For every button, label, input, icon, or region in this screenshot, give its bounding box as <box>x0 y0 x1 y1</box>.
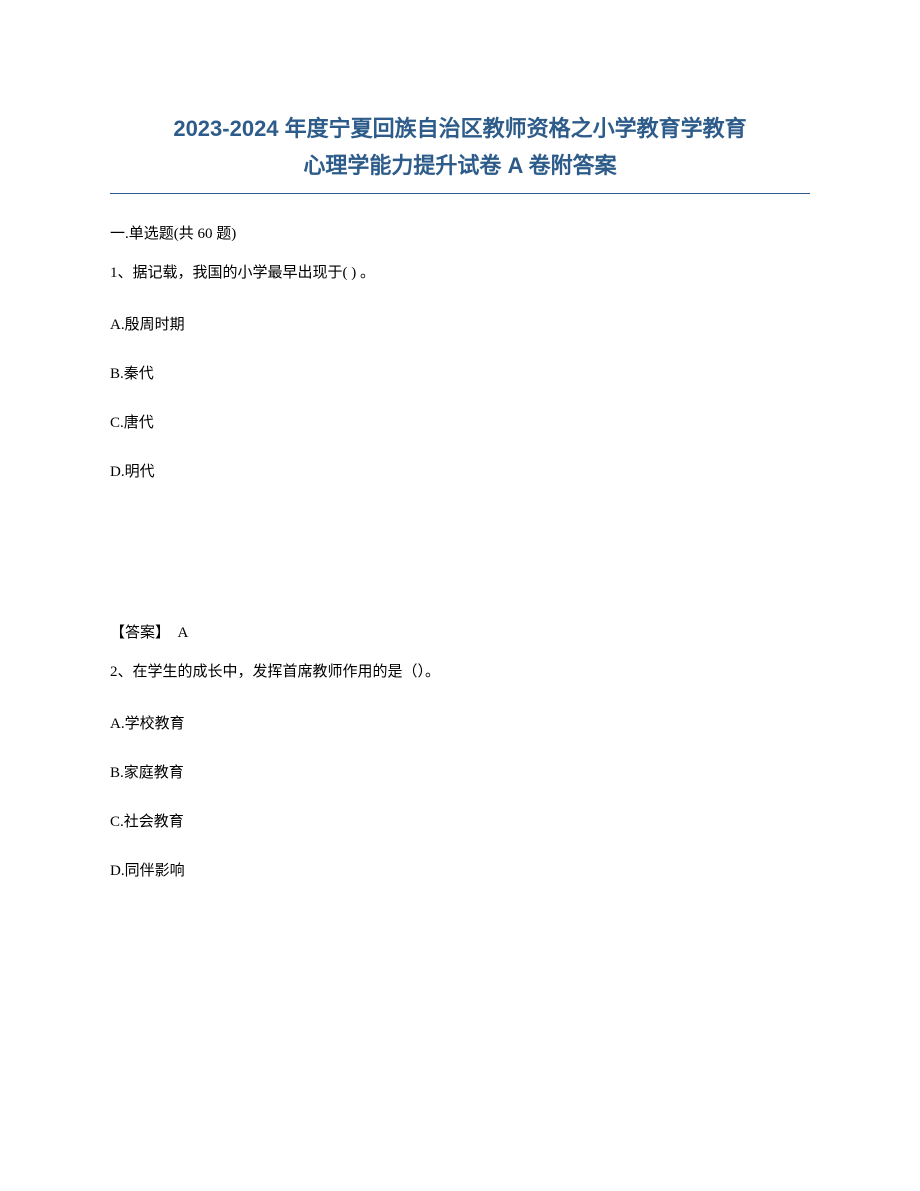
option-text: 唐代 <box>124 415 154 431</box>
question-1-answer: 【答案】 A <box>110 621 810 642</box>
question-1-stem: 1、据记载，我国的小学最早出现于( ) 。 <box>110 261 810 285</box>
option-label: C. <box>110 814 124 830</box>
title-underline <box>110 193 810 194</box>
question-1-text: 据记载，我国的小学最早出现于( ) 。 <box>133 265 376 281</box>
option-label: D. <box>110 863 125 879</box>
title-line-2: 心理学能力提升试卷 A 卷附答案 <box>110 147 810 184</box>
option-text: 同伴影响 <box>125 863 185 879</box>
option-label: A. <box>110 716 125 732</box>
answer-label: 【答案】 <box>110 625 170 641</box>
option-label: D. <box>110 464 125 480</box>
question-2-option-c: C.社会教育 <box>110 810 810 831</box>
question-2-stem: 2、在学生的成长中，发挥首席教师作用的是（）。 <box>110 660 810 684</box>
question-2-text: 在学生的成长中，发挥首席教师作用的是（）。 <box>133 664 441 680</box>
question-1-option-a: A.殷周时期 <box>110 313 810 334</box>
question-1-number: 1、 <box>110 265 133 281</box>
option-text: 殷周时期 <box>125 317 185 333</box>
option-label: A. <box>110 317 125 333</box>
answer-value: A <box>178 625 189 641</box>
option-text: 秦代 <box>124 366 154 382</box>
section-header: 一.单选题(共 60 题) <box>110 222 810 243</box>
question-1-option-c: C.唐代 <box>110 411 810 432</box>
document-title-block: 2023-2024 年度宁夏回族自治区教师资格之小学教育学教育 心理学能力提升试… <box>110 110 810 185</box>
question-1-option-b: B.秦代 <box>110 362 810 383</box>
question-1-option-d: D.明代 <box>110 460 810 481</box>
option-text: 明代 <box>125 464 155 480</box>
question-2-option-d: D.同伴影响 <box>110 859 810 880</box>
option-text: 社会教育 <box>124 814 184 830</box>
question-2-number: 2、 <box>110 664 133 680</box>
option-text: 学校教育 <box>125 716 185 732</box>
question-2-option-b: B.家庭教育 <box>110 761 810 782</box>
option-text: 家庭教育 <box>124 765 184 781</box>
question-2-option-a: A.学校教育 <box>110 712 810 733</box>
title-line-1: 2023-2024 年度宁夏回族自治区教师资格之小学教育学教育 <box>110 110 810 147</box>
option-label: B. <box>110 366 124 382</box>
option-label: C. <box>110 415 124 431</box>
option-label: B. <box>110 765 124 781</box>
